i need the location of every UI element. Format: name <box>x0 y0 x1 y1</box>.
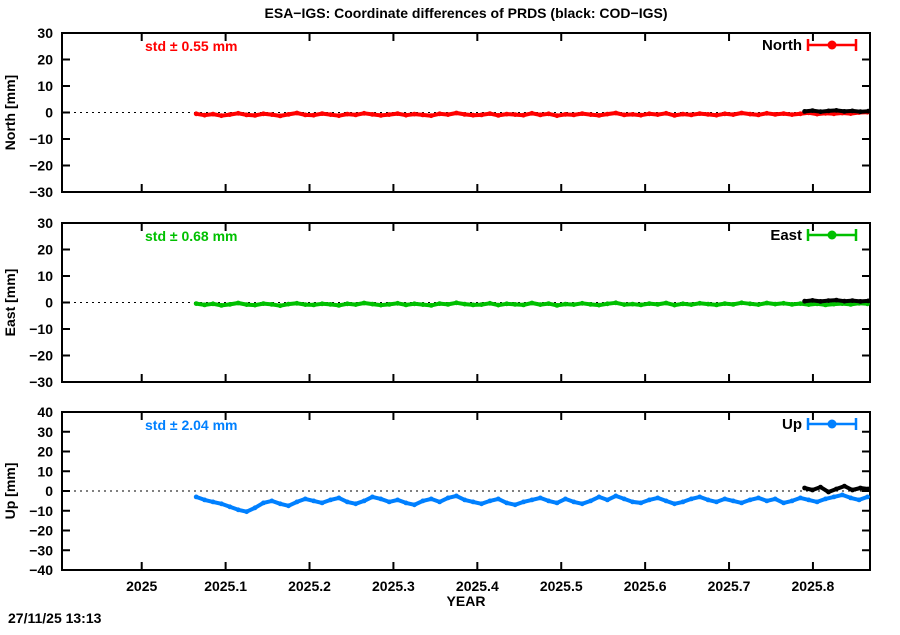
y-tick-label: −10 <box>29 131 53 147</box>
x-tick-label: 2025 <box>126 578 157 594</box>
x-tick-label: 2025.8 <box>792 578 835 594</box>
y-axis-label: North [mm] <box>2 75 18 150</box>
y-tick-label: 0 <box>45 295 53 311</box>
panel-north: −30 −20 −10 0 10 20 30 North [mm] std ± 0.55 mm N… <box>2 25 871 200</box>
y-tick-label: −20 <box>29 523 53 539</box>
std-annotation: std ± 2.04 mm <box>145 417 238 433</box>
y-tick-label: 30 <box>37 215 53 231</box>
legend-up: Up <box>782 416 858 433</box>
timestamp: 27/11/25 13:13 <box>8 610 102 626</box>
y-tick-label: −10 <box>29 321 53 337</box>
series-east-esa-igs <box>193 300 870 309</box>
std-annotation: std ± 0.68 mm <box>145 228 238 244</box>
y-axis-label: East [mm] <box>2 269 18 337</box>
x-tick-label: 2025.3 <box>372 578 415 594</box>
x-tick-label: 2025.5 <box>540 578 583 594</box>
series-up-esa-igs <box>193 492 870 515</box>
legend-north: North <box>762 37 858 54</box>
svg-text:East: East <box>770 227 802 244</box>
y-tick-label: 20 <box>37 444 53 460</box>
chart-title: ESA−IGS: Coordinate differences of PRDS … <box>265 5 668 21</box>
series-up-cod-igs <box>802 483 871 495</box>
y-tick-label: 30 <box>37 424 53 440</box>
y-tick-label: 30 <box>37 25 53 41</box>
x-tick-label: 2025.2 <box>288 578 331 594</box>
x-axis-label: YEAR <box>447 593 486 609</box>
std-annotation: std ± 0.55 mm <box>145 38 238 54</box>
y-tick-label: −30 <box>29 184 53 200</box>
x-tick-label: 2025.6 <box>624 578 667 594</box>
svg-text:Up: Up <box>782 416 802 433</box>
series-east-cod-igs <box>802 297 871 304</box>
y-tick-label: −40 <box>29 562 53 578</box>
y-tick-label: −20 <box>29 348 53 364</box>
y-tick-label: 20 <box>37 242 53 258</box>
y-tick-label: 10 <box>37 268 53 284</box>
y-tick-label: 40 <box>37 404 53 420</box>
y-tick-label: 10 <box>37 78 53 94</box>
y-tick-label: −10 <box>29 503 53 519</box>
y-tick-label: −20 <box>29 158 53 174</box>
y-tick-label: 0 <box>45 105 53 121</box>
legend-east: East <box>770 227 858 244</box>
x-tick-label: 2025.7 <box>708 578 751 594</box>
y-tick-label: 10 <box>37 463 53 479</box>
svg-text:North: North <box>762 37 802 54</box>
x-tick-label: 2025.1 <box>204 578 247 594</box>
panel-up: −40 −30 −20 −10 0 10 20 30 40 2025 2025.1 2025.2 202… <box>2 404 871 594</box>
x-tick-label: 2025.4 <box>456 578 499 594</box>
y-tick-label: 20 <box>37 52 53 68</box>
y-tick-label: −30 <box>29 374 53 390</box>
y-axis-label: Up [mm] <box>2 463 18 520</box>
series-north-esa-igs <box>193 109 870 119</box>
y-tick-label: −30 <box>29 542 53 558</box>
panel-east: −30 −20 −10 0 10 20 30 East [mm] std ± 0.68 mm Ea… <box>2 215 871 390</box>
plot-area: −30 −20 −10 0 10 20 30 North [mm] std ± 0.55 mm N… <box>2 25 871 594</box>
series-north-cod-igs <box>802 108 871 115</box>
y-tick-label: 0 <box>45 483 53 499</box>
panel-frame <box>61 411 871 571</box>
